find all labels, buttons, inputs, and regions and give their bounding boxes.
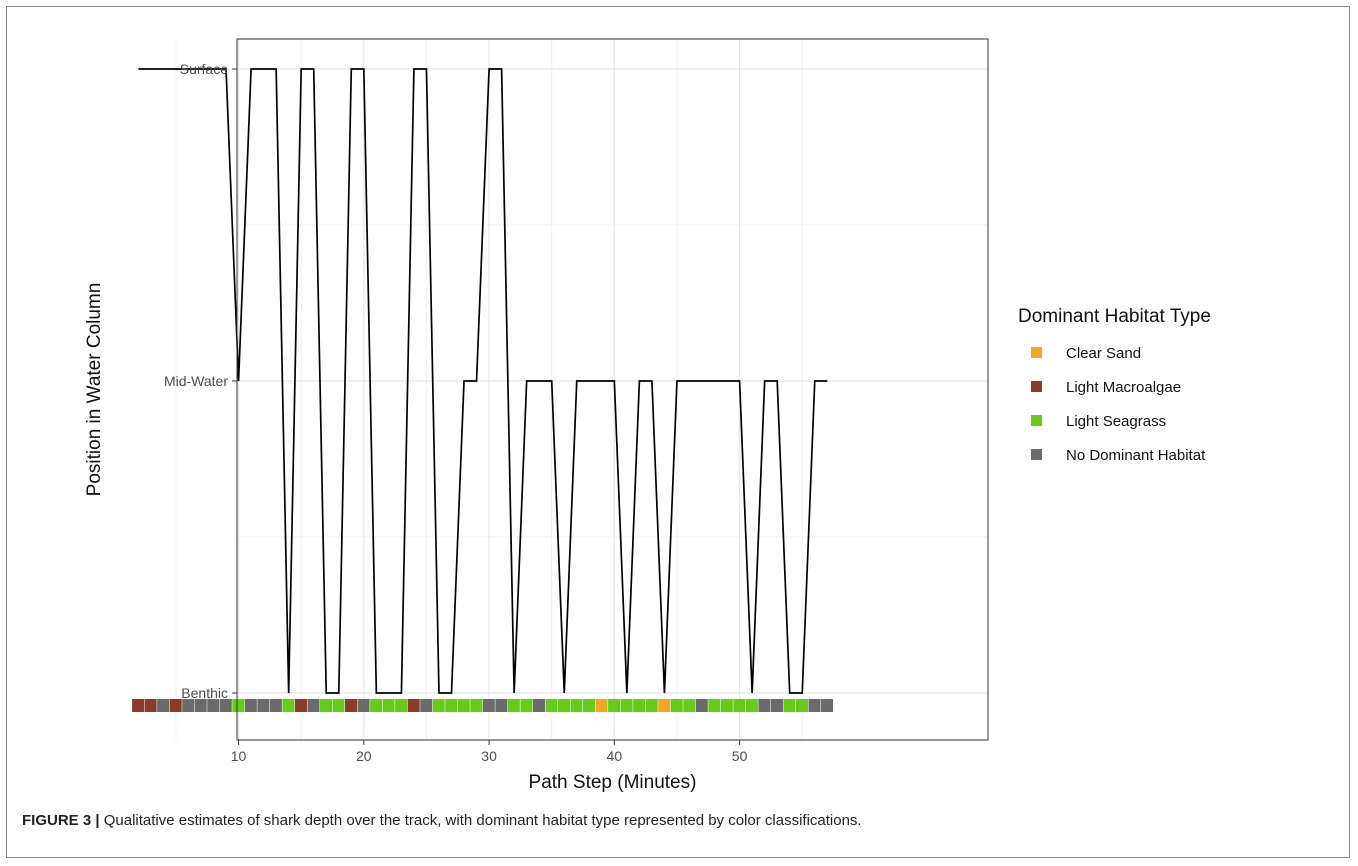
habitat-cell xyxy=(770,699,783,712)
y-tick-label: Benthic xyxy=(181,685,228,701)
legend-label: Light Seagrass xyxy=(1066,413,1166,430)
habitat-cell xyxy=(620,699,633,712)
legend-label: Light Macroalgae xyxy=(1066,379,1181,396)
habitat-cell xyxy=(507,699,520,712)
habitat-cell xyxy=(821,699,834,712)
habitat-cell xyxy=(795,699,808,712)
habitat-cell xyxy=(545,699,558,712)
x-tick-label: 50 xyxy=(732,748,748,764)
habitat-cell xyxy=(595,699,608,712)
panel-border xyxy=(236,38,989,741)
habitat-cell xyxy=(307,699,320,712)
x-tick-label: 20 xyxy=(356,748,372,764)
habitat-cell xyxy=(345,699,358,712)
habitat-cell xyxy=(144,699,157,712)
habitat-cell xyxy=(633,699,646,712)
habitat-cell xyxy=(808,699,821,712)
habitat-cell xyxy=(157,699,170,712)
habitat-cell xyxy=(370,699,383,712)
habitat-cell xyxy=(207,699,220,712)
habitat-cell xyxy=(282,699,295,712)
caption-text: Qualitative estimates of shark depth ove… xyxy=(99,812,862,829)
habitat-cell xyxy=(695,699,708,712)
habitat-cell xyxy=(432,699,445,712)
habitat-cell xyxy=(758,699,771,712)
legend-label: No Dominant Habitat xyxy=(1066,447,1206,464)
habitat-cell xyxy=(470,699,483,712)
habitat-cell xyxy=(382,699,395,712)
figure-caption: FIGURE 3 | Qualitative estimates of shar… xyxy=(22,812,862,829)
caption-label: FIGURE 3 | xyxy=(22,812,100,829)
habitat-cell xyxy=(583,699,596,712)
habitat-cell xyxy=(169,699,182,712)
habitat-cell xyxy=(783,699,796,712)
habitat-cell xyxy=(495,699,508,712)
habitat-cell xyxy=(745,699,758,712)
habitat-cell xyxy=(670,699,683,712)
y-tick-label: Surface xyxy=(180,61,228,77)
legend-swatch xyxy=(1031,381,1042,392)
habitat-cell xyxy=(683,699,696,712)
y-axis-title: Position in Water Column xyxy=(84,283,105,497)
habitat-cell xyxy=(182,699,195,712)
habitat-cell xyxy=(532,699,545,712)
habitat-cell xyxy=(608,699,621,712)
series-group xyxy=(138,68,828,694)
legend: Clear Sand Light Macroalgae Light Seagrass… xyxy=(1031,345,1206,464)
habitat-cell xyxy=(482,699,495,712)
habitat-cell xyxy=(645,699,658,712)
figure-frame xyxy=(6,6,1350,858)
depth-series-line xyxy=(138,68,828,694)
legend-swatch xyxy=(1031,347,1042,358)
x-tick-label: 10 xyxy=(231,748,247,764)
habitat-cell xyxy=(257,699,270,712)
habitat-cell xyxy=(294,699,307,712)
y-tick-label: Mid-Water xyxy=(164,373,228,389)
legend-title: Dominant Habitat Type xyxy=(1018,306,1211,327)
habitat-cell xyxy=(269,699,282,712)
x-axis-ticks: 10 20 30 40 50 xyxy=(231,740,748,764)
habitat-cell xyxy=(720,699,733,712)
habitat-cell xyxy=(407,699,420,712)
habitat-cell xyxy=(319,699,333,712)
habitat-cell xyxy=(194,699,207,712)
habitat-cell xyxy=(357,699,370,712)
habitat-cell xyxy=(570,699,583,712)
x-axis-title: Path Step (Minutes) xyxy=(529,772,697,793)
legend-swatch xyxy=(1031,415,1042,426)
x-tick-label: 30 xyxy=(481,748,497,764)
habitat-cell xyxy=(457,699,470,712)
habitat-cell xyxy=(658,699,671,712)
habitat-cell xyxy=(219,699,232,712)
y-axis-ticks: Benthic Mid-Water Surface xyxy=(164,61,237,701)
habitat-cell xyxy=(132,699,145,712)
habitat-cell xyxy=(244,699,257,712)
habitat-strip xyxy=(132,699,834,712)
x-tick-label: 40 xyxy=(607,748,623,764)
habitat-cell xyxy=(733,699,746,712)
legend-swatch xyxy=(1031,449,1042,460)
legend-label: Clear Sand xyxy=(1066,345,1141,362)
habitat-cell xyxy=(395,699,408,712)
habitat-cell xyxy=(232,699,245,712)
habitat-cell xyxy=(420,699,433,712)
habitat-cell xyxy=(708,699,721,712)
habitat-cell xyxy=(445,699,458,712)
habitat-cell xyxy=(332,699,345,712)
habitat-cell xyxy=(520,699,533,712)
grid-minor xyxy=(175,39,988,740)
habitat-cell xyxy=(557,699,570,712)
